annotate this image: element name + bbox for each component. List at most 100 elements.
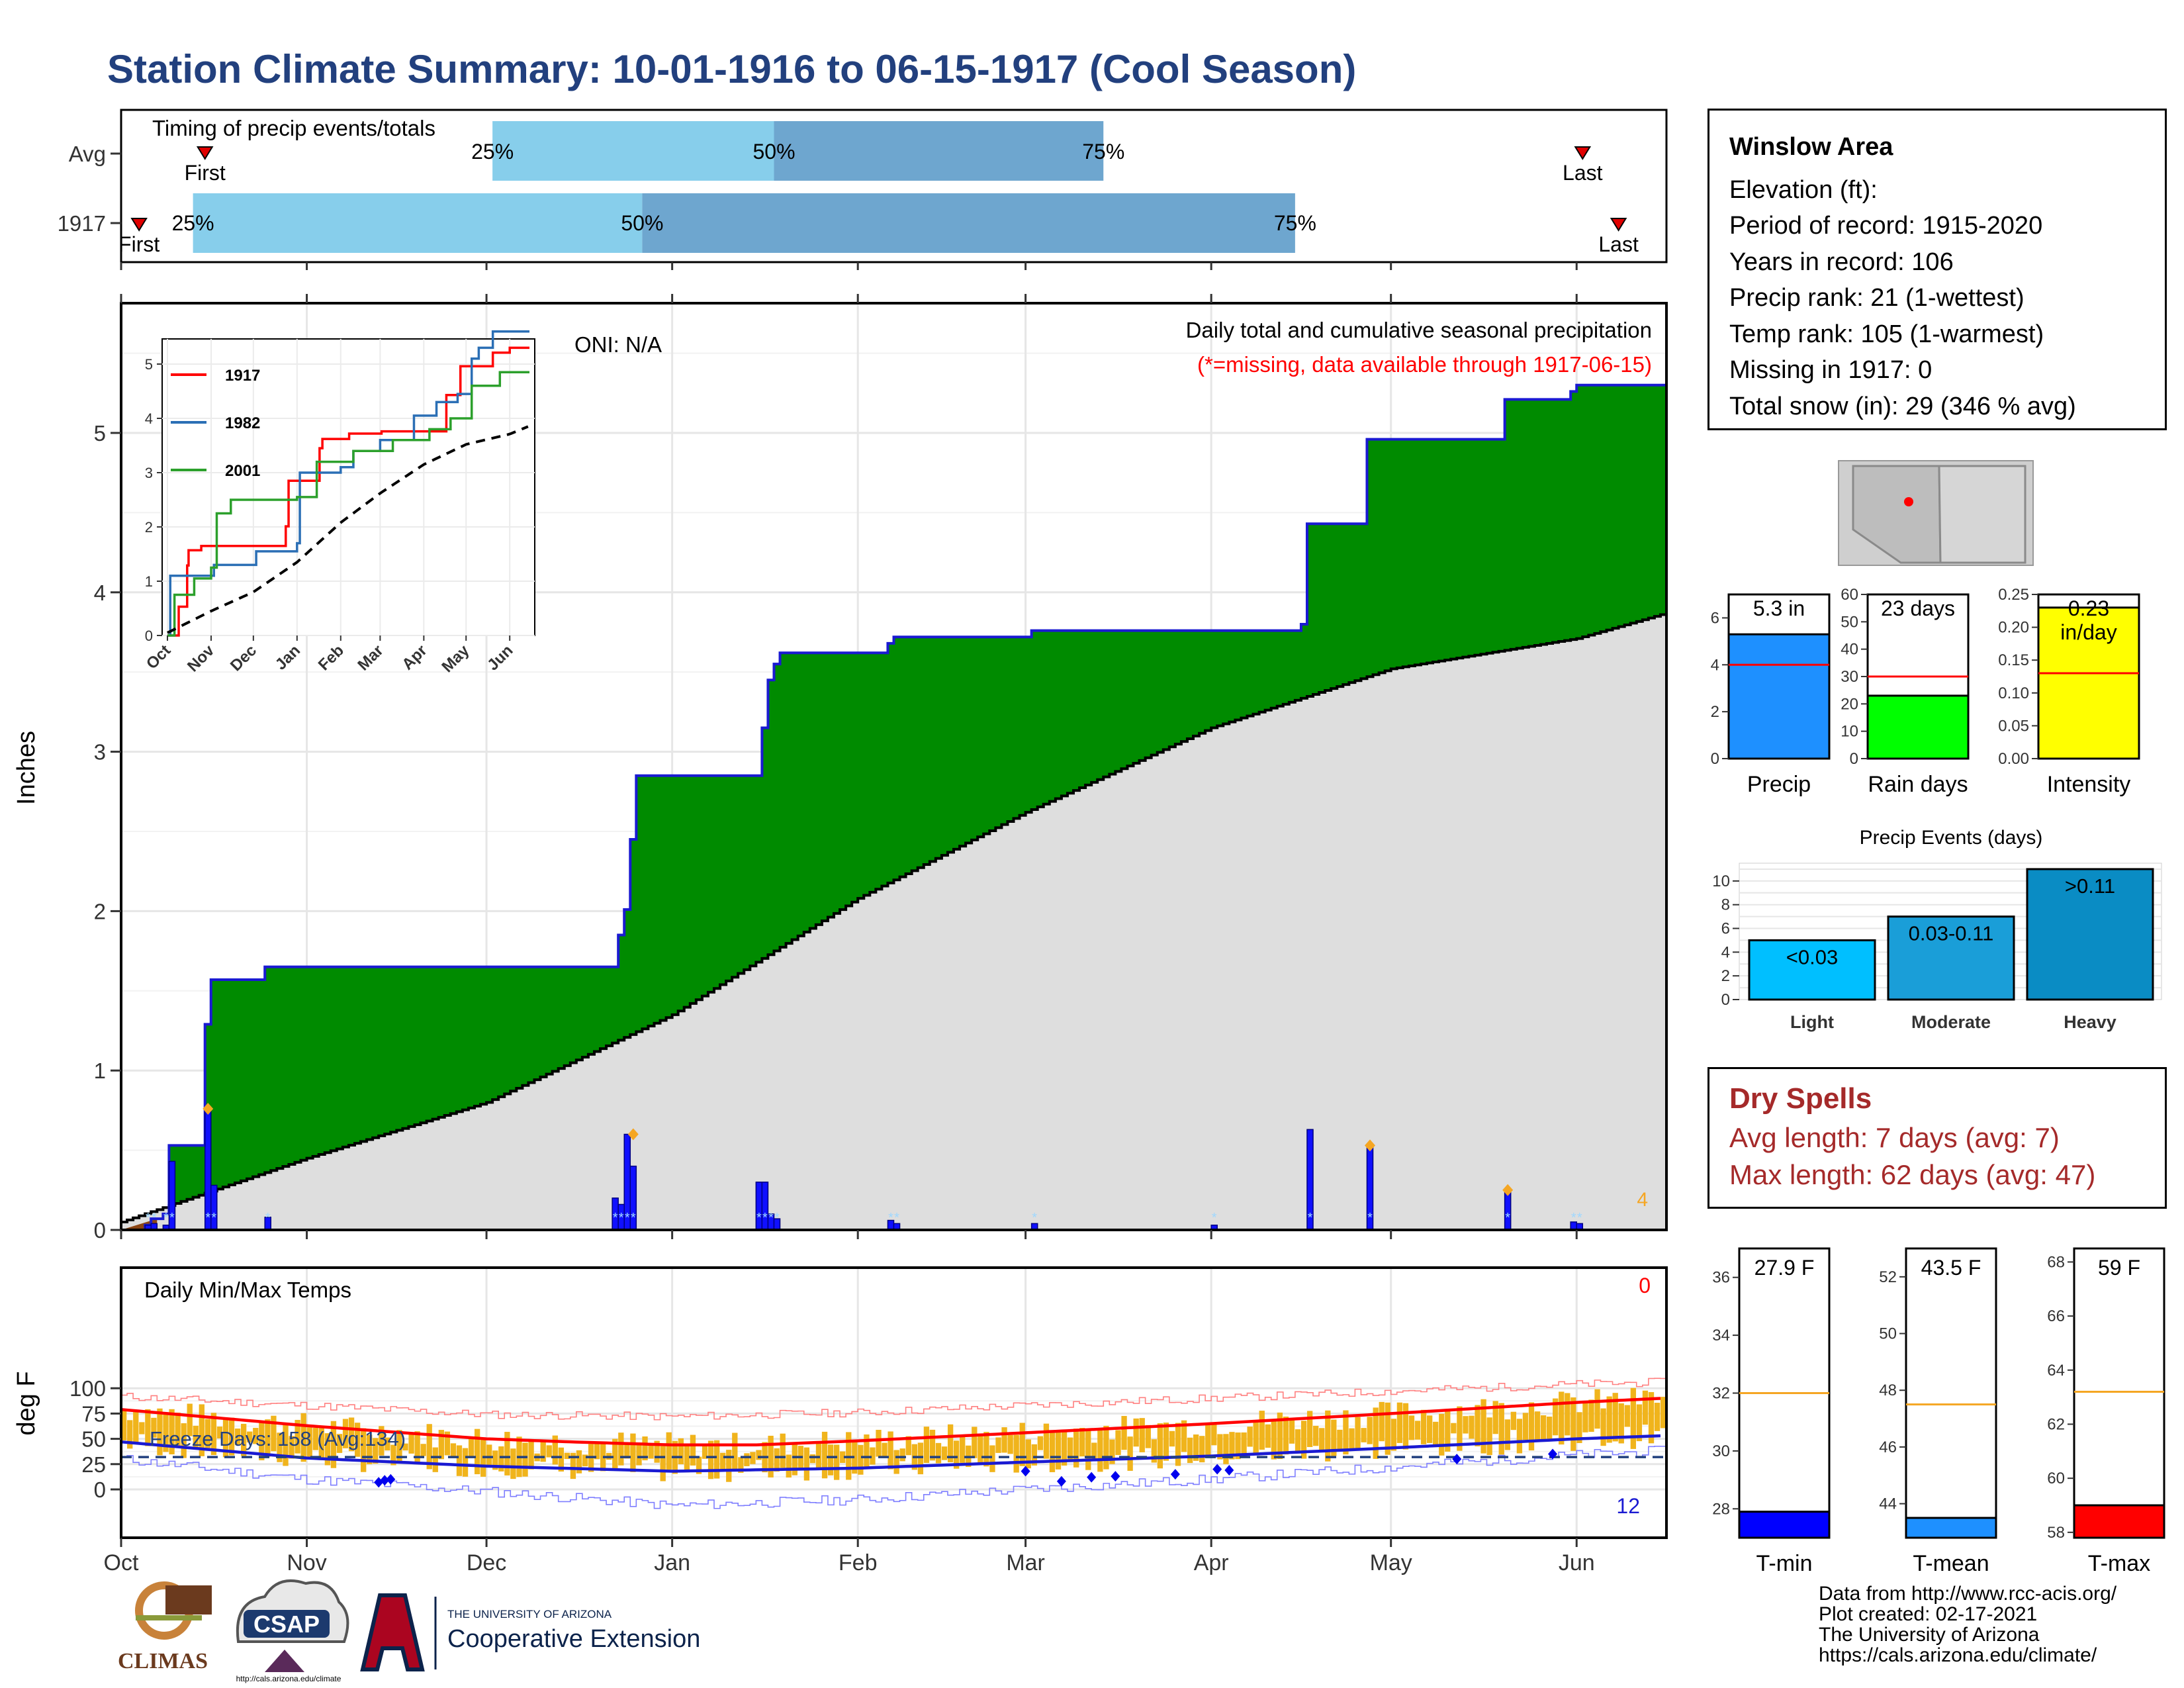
- temp-ytick-label: 100: [69, 1376, 106, 1401]
- daily-precip-star: *: [205, 1211, 210, 1225]
- temp-ytick-label: 75: [81, 1401, 106, 1426]
- tmean-value: 43.5 F: [1921, 1256, 1981, 1280]
- daily-temp-bar: [450, 1443, 457, 1457]
- daily-temp-bar: [732, 1432, 738, 1470]
- climas-emblem-bar: [136, 1615, 202, 1620]
- intensity-tick-label: 0.20: [1998, 619, 2029, 637]
- month-label: Dec: [467, 1550, 506, 1575]
- tmax-tick-label: 64: [2047, 1362, 2065, 1380]
- daily-temp-bar: [210, 1413, 217, 1456]
- credit-created: Plot created: 02-17-2021: [1819, 1603, 2038, 1625]
- timing-bar-50-75: [774, 121, 1104, 181]
- daily-temp-bar: [300, 1413, 306, 1462]
- daily-temp-bar: [414, 1431, 420, 1464]
- temp-ytick-label: 50: [81, 1427, 106, 1452]
- daily-temp-bar: [750, 1452, 756, 1464]
- daily-temp-bar: [462, 1448, 469, 1477]
- daily-temp-bar: [792, 1444, 797, 1476]
- freeze-day-marker: [1087, 1472, 1097, 1483]
- daily-temp-bar: [540, 1442, 546, 1462]
- daily-temp-bar: [163, 1413, 169, 1452]
- record-high-count: 0: [1639, 1274, 1651, 1297]
- events-bar-label: 0.03-0.11: [1909, 922, 1994, 945]
- cumulative-precip-line: [121, 383, 1666, 1231]
- timing-last-label: Last: [1598, 232, 1639, 256]
- inset-legend-label: 1917: [225, 367, 260, 385]
- daily-temp-bar: [947, 1424, 954, 1462]
- record-max-line: [121, 1378, 1666, 1421]
- daily-temp-bar: [1169, 1430, 1175, 1447]
- events-category: Heavy: [2064, 1012, 2116, 1032]
- daily-temp-bar: [864, 1434, 870, 1468]
- events-bar-label: >0.11: [2065, 874, 2115, 898]
- daily-temp-bar: [774, 1448, 780, 1472]
- daily-temp-bar: [1396, 1402, 1403, 1443]
- station-dot: [1904, 497, 1913, 506]
- daily-temp-bar: [1271, 1421, 1277, 1460]
- precip-ytick-label: 4: [94, 581, 106, 605]
- daily-temp-bar: [169, 1409, 175, 1455]
- daily-temp-bar: [1289, 1420, 1295, 1444]
- tmin-bar: [1738, 1511, 1831, 1539]
- daily-temp-bar: [630, 1433, 636, 1472]
- daily-temp-bar: [1402, 1403, 1409, 1450]
- daily-precip-star: *: [1308, 1211, 1313, 1225]
- rain-days-tick-label: 30: [1841, 668, 1858, 686]
- daily-temp-bar: [1187, 1437, 1193, 1464]
- events-tick-label: 2: [1721, 967, 1730, 985]
- timing-p50-label: 50%: [621, 211, 663, 235]
- daily-temp-bar: [522, 1442, 528, 1477]
- daily-temp-bar: [1055, 1432, 1062, 1470]
- daily-temp-bar: [1469, 1415, 1475, 1439]
- daily-temp-bar: [738, 1457, 744, 1473]
- station-name: Winslow Area: [1729, 133, 1893, 161]
- daily-precip-star: *: [756, 1211, 762, 1225]
- arizona-shape: [1852, 465, 1942, 564]
- temp-ytick-label: 25: [81, 1452, 106, 1477]
- month-label: Feb: [839, 1550, 878, 1575]
- daily-temp-bar: [151, 1417, 157, 1438]
- new-mexico-shape: [1938, 465, 2026, 564]
- precip-frame: [120, 302, 1668, 1231]
- daily-temp-bar: [1145, 1425, 1151, 1448]
- daily-temp-bar: [1486, 1417, 1492, 1456]
- rain-days-tick-label: 60: [1841, 586, 1858, 604]
- daily-precip-star: *: [211, 1211, 216, 1225]
- timing-row-label: Avg: [69, 142, 106, 166]
- daily-temp-bar: [1618, 1403, 1624, 1444]
- station-snow: Total snow (in): 29 (346 % avg): [1729, 392, 2076, 420]
- daily-temp-bar: [983, 1432, 989, 1467]
- precip-ytick-label: 5: [94, 421, 106, 445]
- tmean-tick-label: 44: [1879, 1495, 1897, 1513]
- daily-temp-bar: [1001, 1427, 1007, 1453]
- timing-title: Timing of precip events/totals: [152, 116, 435, 140]
- daily-temp-bar: [815, 1443, 822, 1468]
- station-elevation: Elevation (ft):: [1729, 175, 1878, 204]
- inset-ytick-label: 0: [145, 628, 153, 644]
- station-period: Period of record: 1915-2020: [1729, 212, 2043, 240]
- daily-temp-bar: [882, 1442, 887, 1457]
- daily-temp-bar: [1522, 1413, 1529, 1440]
- daily-temp-bar: [1451, 1423, 1457, 1434]
- daily-temp-bar: [1498, 1403, 1504, 1455]
- daily-temp-bar: [1325, 1410, 1331, 1462]
- daily-temp-bar: [893, 1450, 899, 1474]
- daily-temp-bar: [1247, 1427, 1253, 1447]
- daily-temp-bar: [181, 1423, 187, 1458]
- daily-temp-bar: [786, 1454, 792, 1478]
- daily-precip-star: *: [1571, 1211, 1576, 1225]
- daily-temp-bar: [1480, 1399, 1486, 1454]
- daily-temp-bar: [1612, 1393, 1618, 1442]
- daily-temp-bar: [558, 1447, 565, 1472]
- tmin-tick-label: 36: [1712, 1269, 1730, 1287]
- precip-ytick-label: 1: [94, 1058, 106, 1083]
- daily-temp-bar: [1259, 1411, 1265, 1450]
- daily-temp-bar: [330, 1421, 337, 1468]
- events-tick-label: 10: [1712, 872, 1730, 890]
- timing-last-marker: [1610, 218, 1627, 232]
- events-tick-label: 6: [1721, 920, 1730, 938]
- page-title: Station Climate Summary: 10-01-1916 to 0…: [107, 47, 1357, 91]
- daily-temp-bar: [1295, 1429, 1301, 1453]
- daily-temp-bar: [1588, 1399, 1594, 1432]
- daily-temp-bar: [1217, 1434, 1223, 1460]
